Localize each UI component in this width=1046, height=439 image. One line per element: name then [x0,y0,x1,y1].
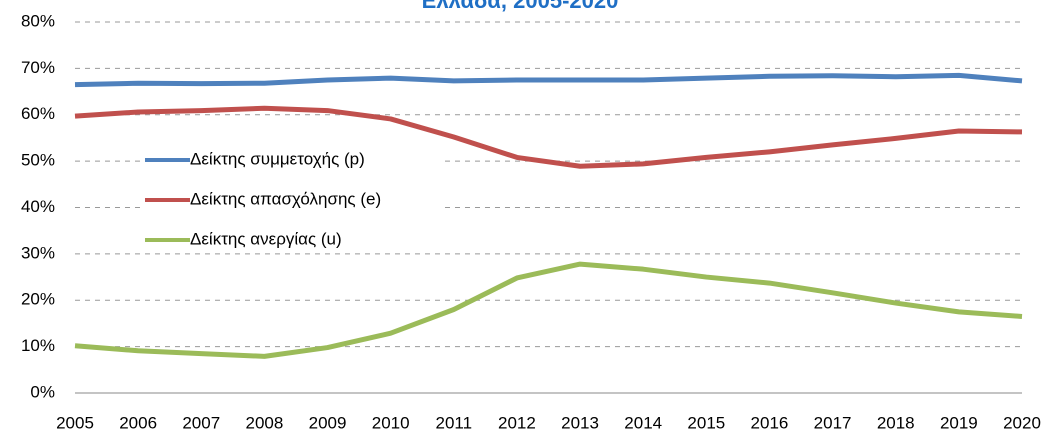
x-tick-label: 2013 [561,413,599,432]
x-tick-label: 2014 [624,413,662,432]
y-tick-label: 10% [21,336,55,355]
x-tick-label: 2006 [119,413,157,432]
x-tick-label: 2005 [56,413,94,432]
y-tick-label: 80% [21,11,55,30]
legend-label: Δείκτης ανεργίας (u) [190,229,342,248]
y-tick-label: 50% [21,151,55,170]
x-tick-label: 2008 [245,413,283,432]
series-line [74,72,1023,88]
x-tick-label: 2019 [940,413,978,432]
x-tick-label: 2009 [309,413,347,432]
x-tick-label: 2011 [436,413,473,432]
x-tick-label: 2016 [751,413,789,432]
legend-label: Δείκτης συμμετοχής (p) [190,149,365,168]
legend-label: Δείκτης απασχόλησης (e) [190,189,381,208]
x-tick-label: 2018 [877,413,915,432]
x-tick-label: 2012 [498,413,536,432]
x-tick-label: 2010 [372,413,410,432]
y-tick-label: 0% [30,382,55,401]
x-tick-label: 2020 [1003,413,1041,432]
x-tick-label: 2015 [687,413,725,432]
series-line [74,105,1023,169]
y-tick-label: 60% [21,104,55,123]
y-tick-label: 70% [21,58,55,77]
y-tick-label: 30% [21,243,55,262]
series-line [74,261,1023,359]
y-tick-label: 20% [21,290,55,309]
x-tick-label: 2007 [182,413,220,432]
chart-title: Ελλάδα, 2005-2020 [422,0,619,13]
x-tick-label: 2017 [814,413,852,432]
y-tick-label: 40% [21,197,55,216]
